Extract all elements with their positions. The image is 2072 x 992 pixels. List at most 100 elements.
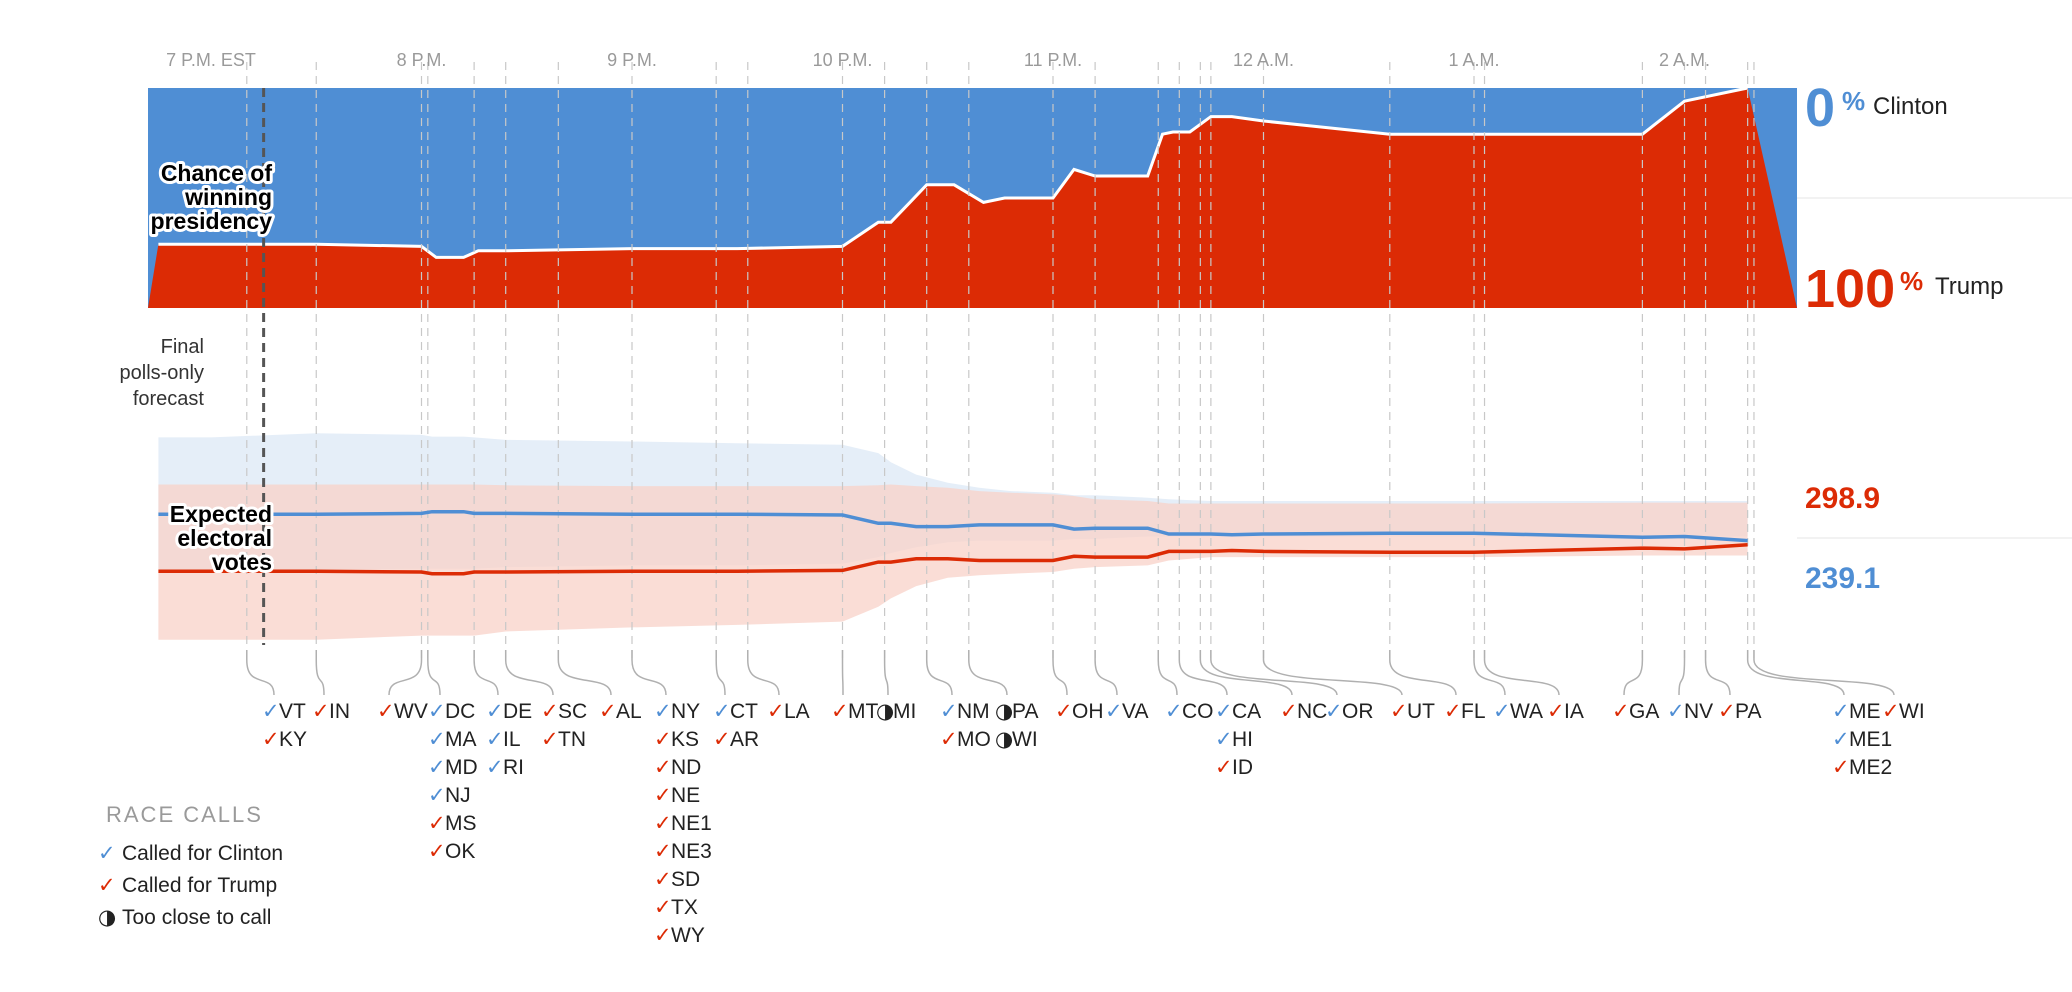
- race-call-state: ME: [1849, 700, 1881, 723]
- race-call-connector: [841, 650, 844, 696]
- legend-title: RACE CALLS: [106, 802, 263, 827]
- race-call-connector: [715, 650, 726, 696]
- half-circle-icon: ◑: [995, 699, 1013, 723]
- race-call-state: KY: [279, 728, 307, 751]
- race-call-state: CA: [1232, 700, 1261, 723]
- time-tick-label: 1 A.M.: [1448, 50, 1499, 70]
- race-call-state: NY: [671, 700, 700, 723]
- race-call-connector: [631, 650, 667, 696]
- checkmark-icon: ✓: [1280, 699, 1298, 723]
- side-labels: Chance of winning presidency Expected el…: [120, 78, 2004, 595]
- forecast-label-line2: polls-only: [120, 362, 204, 384]
- race-call-connector: [747, 650, 780, 696]
- checkmark-icon: ✓: [654, 839, 672, 863]
- race-call-state: SD: [671, 868, 700, 891]
- race-call-connector: [1178, 650, 1228, 696]
- checkmark-icon: ✓: [713, 727, 731, 751]
- clinton-pct-sign: %: [1842, 86, 1865, 116]
- race-call-state: GA: [1629, 700, 1659, 723]
- race-call-state: DC: [445, 700, 475, 723]
- time-tick-label: 12 A.M.: [1233, 50, 1294, 70]
- checkmark-icon: ✓: [1832, 727, 1850, 751]
- chance-label-line1: Chance of: [161, 160, 273, 186]
- race-call-connector: [1157, 650, 1178, 696]
- checkmark-icon: ✓: [654, 727, 672, 751]
- checkmark-icon: ✓: [428, 755, 446, 779]
- trump-pct-sign: %: [1900, 266, 1923, 296]
- half-circle-icon: ◑: [98, 905, 116, 929]
- race-call-state: PA: [1012, 700, 1038, 723]
- race-call-connector: [1199, 650, 1293, 696]
- checkmark-icon: ✓: [1215, 699, 1233, 723]
- clinton-final-pct: 0: [1805, 78, 1835, 138]
- race-call-state: CO: [1182, 700, 1214, 723]
- checkmark-icon: ✓: [262, 699, 280, 723]
- ev-label-line3: votes: [212, 549, 272, 575]
- race-call-state: WI: [1012, 728, 1038, 751]
- checkmark-icon: ✓: [428, 699, 446, 723]
- checkmark-icon: ✓: [654, 699, 672, 723]
- race-call-state: NJ: [445, 784, 471, 807]
- checkmark-icon: ✓: [940, 727, 958, 751]
- trump-name: Trump: [1935, 273, 2003, 300]
- race-call-state: AL: [616, 700, 642, 723]
- race-call-state: AR: [730, 728, 759, 751]
- half-circle-icon: ◑: [995, 727, 1013, 751]
- checkmark-icon: ✓: [599, 699, 617, 723]
- race-call-state: CT: [730, 700, 758, 723]
- checkmark-icon: ✓: [262, 727, 280, 751]
- race-call-state: LA: [784, 700, 810, 723]
- race-call-connector: [388, 650, 423, 696]
- race-call-state: OR: [1342, 700, 1374, 723]
- checkmark-icon: ✓: [1325, 699, 1343, 723]
- race-call-connector: [1704, 650, 1731, 696]
- race-call-state: ME2: [1849, 756, 1892, 779]
- forecast-label-line3: forecast: [133, 388, 205, 410]
- probability-boundary: [158, 86, 1748, 259]
- checkmark-icon: ✓: [654, 783, 672, 807]
- race-call-state: NE3: [671, 840, 712, 863]
- race-call-connector: [315, 650, 325, 696]
- checkmark-icon: ✓: [654, 811, 672, 835]
- time-axis-ticks: 7 P.M. EST 8 P.M. 9 P.M. 10 P.M. 11 P.M. 12 A…: [166, 50, 1710, 70]
- checkmark-icon: ✓: [1667, 699, 1685, 723]
- checkmark-icon: ✓: [1165, 699, 1183, 723]
- half-circle-icon: ◑: [876, 699, 894, 723]
- race-call-state: NV: [1684, 700, 1713, 723]
- race-call-connector: [1262, 650, 1403, 696]
- checkmark-icon: ✓: [377, 699, 395, 723]
- checkmark-icon: ✓: [1105, 699, 1123, 723]
- checkmark-icon: ✓: [1390, 699, 1408, 723]
- race-call-connector: [883, 650, 889, 696]
- race-call-connector: [1210, 650, 1338, 696]
- race-call-state: KS: [671, 728, 699, 751]
- checkmark-icon: ✓: [1832, 755, 1850, 779]
- race-call-connector: [504, 650, 554, 696]
- race-call-connector: [925, 650, 953, 696]
- electoral-vote-lines: [158, 509, 1748, 576]
- race-call-state: MT: [848, 700, 878, 723]
- ev-label-line1: Expected: [170, 501, 272, 527]
- race-call-state: TN: [558, 728, 586, 751]
- race-call-state: NM: [957, 700, 990, 723]
- race-call-state: MS: [445, 812, 477, 835]
- checkmark-icon: ✓: [940, 699, 958, 723]
- checkmark-icon: ✓: [1612, 699, 1630, 723]
- clinton-final-ev: 239.1: [1805, 562, 1880, 595]
- race-call-state: IA: [1564, 700, 1584, 723]
- race-call-connector: [427, 650, 441, 696]
- trump-ev-line: [158, 543, 1748, 576]
- race-call-state: NE1: [671, 812, 712, 835]
- time-tick-label: 7 P.M. EST: [166, 50, 256, 70]
- checkmark-icon: ✓: [541, 727, 559, 751]
- checkmark-icon: ✓: [1215, 727, 1233, 751]
- checkmark-icon: ✓: [312, 699, 330, 723]
- trump-final-pct: 100: [1805, 259, 1895, 319]
- race-call-connector: [246, 650, 275, 696]
- clinton-name: Clinton: [1873, 93, 1948, 120]
- race-call-state: ID: [1232, 756, 1253, 779]
- forecast-label-line1: Final: [161, 336, 204, 358]
- race-call-state: UT: [1407, 700, 1435, 723]
- chance-label-line3: presidency: [151, 208, 273, 234]
- race-call-state: VT: [279, 700, 306, 723]
